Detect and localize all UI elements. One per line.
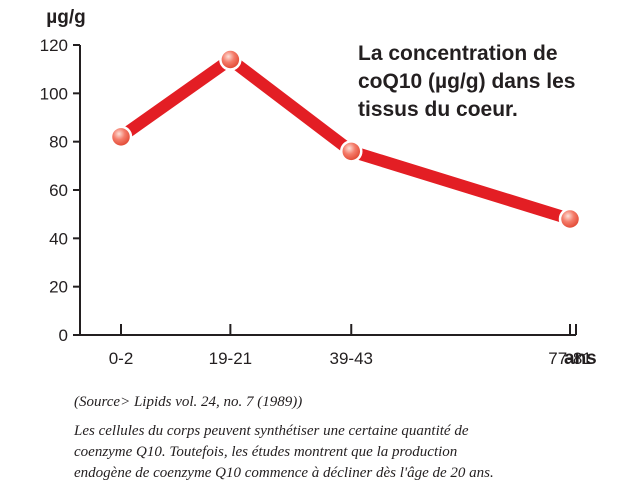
- y-tick-label: 60: [49, 181, 68, 200]
- y-tick-label: 20: [49, 278, 68, 297]
- data-point-0-2: [109, 125, 133, 149]
- data-point-19-21: [219, 48, 242, 71]
- x-tick-label: 19-21: [209, 349, 252, 368]
- source-citation: (Source> Lipids vol. 24, no. 7 (1989)): [74, 394, 303, 410]
- y-tick-label: 0: [59, 326, 68, 345]
- chart-title-line: La concentration de: [358, 42, 558, 65]
- chart-title-line: coQ10 (µg/g) dans les: [358, 70, 576, 93]
- x-tick-label: 39-43: [330, 349, 373, 368]
- caption-notes: Les cellules du corps peuvent synthétise…: [74, 421, 614, 484]
- x-tick-label: 0-2: [109, 349, 134, 368]
- y-ticks: 0 20 40 60 80 100 120: [40, 36, 80, 345]
- x-axis-unit: ans: [564, 348, 597, 369]
- data-point-39-43: [340, 140, 363, 163]
- y-tick-label: 40: [49, 229, 68, 248]
- chart-title: La concentration de coQ10 (µg/g) dans les…: [358, 42, 576, 121]
- caption-line: coenzyme Q10. Toutefois, les études mont…: [74, 444, 458, 460]
- y-axis-unit: µg/g: [46, 7, 85, 28]
- y-tick-label: 120: [40, 36, 68, 55]
- x-tick-label: 77-81: [548, 349, 591, 368]
- chart-title-line: tissus du coeur.: [358, 98, 518, 121]
- y-tick-label: 100: [40, 84, 68, 103]
- caption-line: endogène de coenzyme Q10 commence à décl…: [74, 465, 494, 481]
- data-point-77-81: [558, 207, 582, 231]
- series-line: [115, 53, 576, 225]
- caption-line: Les cellules du corps peuvent synthétise…: [74, 423, 469, 439]
- y-tick-label: 80: [49, 133, 68, 152]
- x-ticks: 0-2 19-21 39-43 77-81: [109, 324, 592, 368]
- data-markers: [109, 48, 582, 231]
